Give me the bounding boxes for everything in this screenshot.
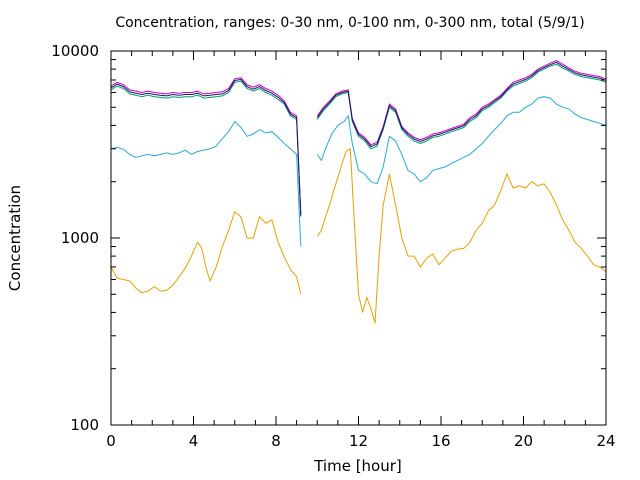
x-tick-label-1: 4 <box>189 432 199 450</box>
series-2-segment-1 <box>110 120 302 247</box>
plot-frame <box>110 50 607 426</box>
x-tick-label-0: 0 <box>106 432 116 450</box>
series-1-segment-2 <box>316 147 607 324</box>
series-1-segment-1 <box>110 210 302 295</box>
series-4-segment-1 <box>110 77 302 214</box>
x-tick-label-5: 20 <box>514 432 533 450</box>
x-tick-label-4: 16 <box>431 432 450 450</box>
axis-ticks <box>110 50 607 426</box>
chart-title: Concentration, ranges: 0-30 nm, 0-100 nm… <box>115 15 584 31</box>
y-tick-label-0: 100 <box>70 416 99 434</box>
x-tick-label-2: 8 <box>271 432 281 450</box>
x-axis-label: Time [hour] <box>313 457 402 475</box>
x-tick-labels: 0 4 8 12 16 20 24 <box>106 432 615 450</box>
y-tick-label-1: 1000 <box>61 229 99 247</box>
series-lines <box>110 59 607 324</box>
y-tick-labels: 100 1000 10000 <box>51 42 99 434</box>
series-5-segment-1 <box>110 78 302 216</box>
series-3-segment-1 <box>110 80 302 217</box>
series-2-segment-2 <box>316 96 607 185</box>
x-tick-label-3: 12 <box>349 432 368 450</box>
y-tick-label-2: 10000 <box>51 42 99 60</box>
y-axis-label: Concentration <box>6 185 24 291</box>
series-4-segment-2 <box>316 59 607 146</box>
series-3-segment-2 <box>316 63 607 150</box>
series-5-segment-2 <box>316 61 607 148</box>
x-tick-label-6: 24 <box>596 432 615 450</box>
